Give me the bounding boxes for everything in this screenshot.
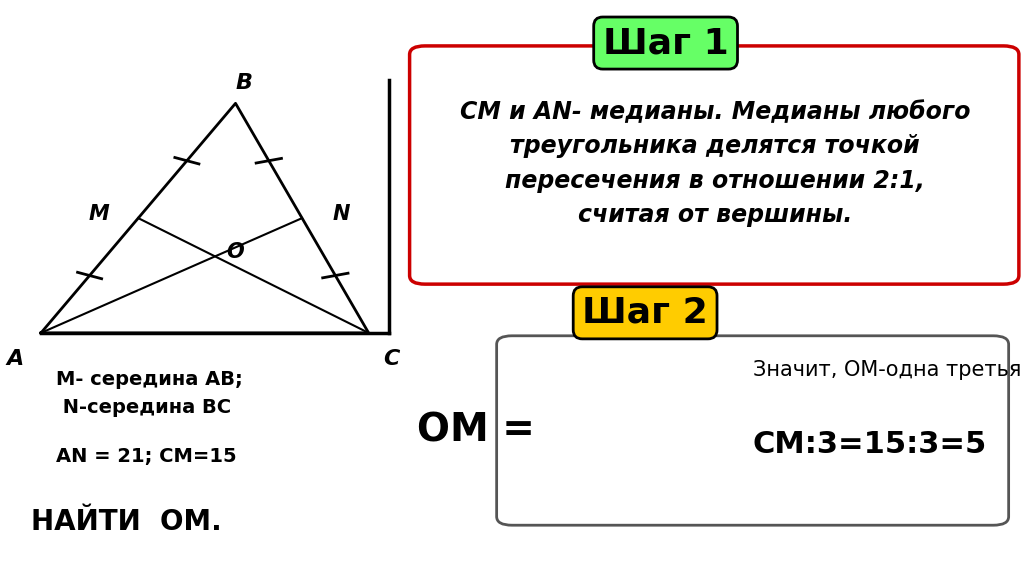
Text: Шаг 2: Шаг 2 xyxy=(583,296,708,330)
Text: C: C xyxy=(383,349,399,369)
Text: Шаг 1: Шаг 1 xyxy=(603,26,728,60)
Text: НАЙТИ  ОМ.: НАЙТИ ОМ. xyxy=(31,509,221,536)
Text: N: N xyxy=(332,204,350,223)
Text: ОМ =: ОМ = xyxy=(417,412,536,449)
FancyBboxPatch shape xyxy=(497,336,1009,525)
Text: M: M xyxy=(89,204,110,223)
Text: СМ:3=15:3=5: СМ:3=15:3=5 xyxy=(753,430,987,459)
Text: Значит, ОМ-одна третья СМ: Значит, ОМ-одна третья СМ xyxy=(753,360,1024,380)
Text: A: A xyxy=(7,349,24,369)
Text: O: O xyxy=(226,242,245,262)
Text: СМ и АN- медианы. Медианы любого
треугольника делятся точкой
пересечения в отнош: СМ и АN- медианы. Медианы любого треугол… xyxy=(460,100,970,227)
Text: B: B xyxy=(236,73,252,93)
FancyBboxPatch shape xyxy=(410,46,1019,284)
Text: АN = 21; СМ=15: АN = 21; СМ=15 xyxy=(56,447,237,466)
Text: М- середина АВ;
 N-середина ВС: М- середина АВ; N-середина ВС xyxy=(56,370,243,417)
